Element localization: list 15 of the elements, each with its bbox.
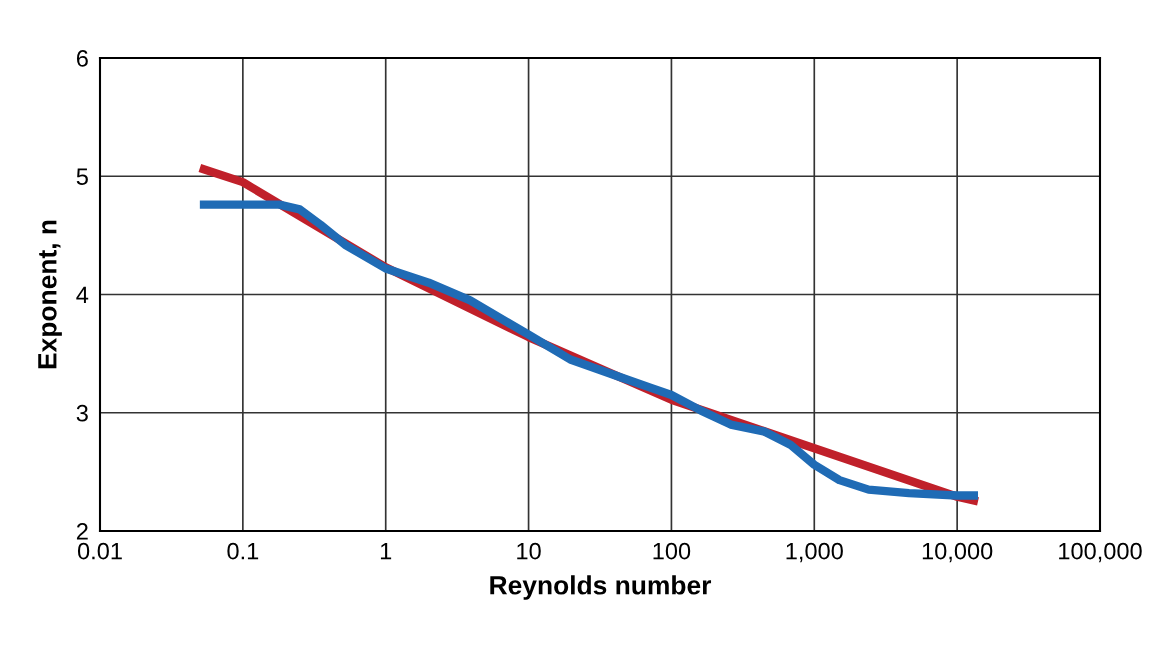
y-tick-label: 6 [76,50,88,67]
y-tick-label: 2 [76,523,88,540]
y-tick-label: 4 [76,286,89,304]
y-tick-label: 3 [76,404,88,422]
y-tick-label: 5 [76,168,88,186]
x-tick-label: 1,000 [786,542,843,563]
x-tick-label: 0.01 [77,542,122,560]
x-tick-label: 1 [380,542,392,560]
x-tick-label: 100,000 [1059,542,1142,563]
x-tick-label: 10 [517,542,541,560]
x-tick-label: 0.1 [227,542,259,560]
x-tick-label: 10,000 [922,542,993,563]
x-axis-title: Reynolds number [490,575,712,600]
y-axis-title: Exponent, n [38,220,62,369]
x-tick-label: 100 [653,542,691,560]
